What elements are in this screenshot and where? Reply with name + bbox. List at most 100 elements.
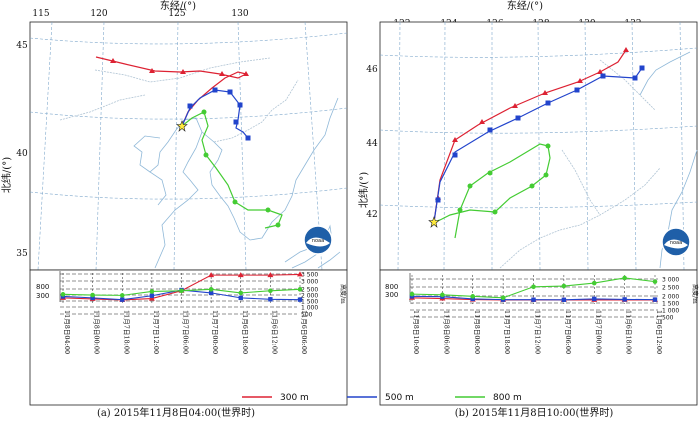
height-tick-label: 1 000	[301, 305, 318, 312]
caption-a: (a) 2015年11月8日04:00(世界时)	[97, 406, 255, 419]
trajectory-marker	[545, 143, 551, 149]
height-point	[179, 288, 184, 294]
height-axis-title: 高度/m	[339, 284, 347, 304]
time-tick-label: 11月6日18:00	[625, 310, 633, 354]
graticule-line	[443, 21, 446, 271]
height-point	[149, 293, 155, 298]
lat-axis-title: 北纬/(°)	[357, 172, 370, 208]
lon-tick-label: 125	[168, 9, 185, 19]
lon-axis-title: 东经/(°)	[160, 0, 196, 12]
source-star-icon	[176, 120, 188, 132]
height-point	[592, 296, 597, 302]
trajectories	[428, 47, 645, 239]
border	[561, 149, 601, 216]
trajectory-500m	[181, 89, 249, 139]
trajectory-marker	[577, 78, 583, 83]
trajectory-marker	[265, 207, 271, 213]
graticule-line	[173, 21, 179, 271]
panel-a: 东经/(°) 115 120 125 130 45 40 35 北纬/(°) noaa 3…	[0, 0, 348, 406]
height-point	[208, 287, 214, 292]
height-point	[470, 296, 475, 302]
trajectory-marker	[529, 183, 535, 189]
island	[284, 224, 333, 269]
time-tick-label: 11月7日18:00	[503, 310, 511, 354]
trajectory-marker	[574, 87, 580, 93]
lon-tick-label: 115	[32, 9, 49, 19]
coastline	[659, 149, 698, 269]
time-tick-label: 11月8日00:00	[93, 310, 101, 354]
noaa-logo: noaa	[661, 227, 691, 257]
trajectory-marker	[515, 115, 521, 121]
lat-ticks: 46 44 42	[366, 65, 378, 220]
lat-axis-title: 北纬/(°)	[0, 157, 13, 193]
height-frame	[379, 269, 698, 406]
trajectory-marker	[487, 127, 493, 133]
trajectory-300m	[433, 49, 627, 223]
height-point	[119, 293, 125, 298]
border	[94, 57, 271, 83]
graticule-line	[95, 21, 105, 271]
height-point	[500, 295, 506, 301]
trajectory-marker	[149, 68, 155, 73]
trajectory-marker	[219, 71, 225, 76]
height-point	[531, 297, 536, 302]
time-tick-label: 11月8日00:00	[473, 310, 481, 354]
height-axis-title: 高度/m	[691, 284, 699, 304]
border	[499, 167, 661, 269]
legend-label: 500 m	[385, 393, 414, 403]
trajectory-marker	[545, 100, 551, 106]
graticule-line	[584, 21, 589, 271]
time-tick-label: 11月7日12:00	[534, 310, 542, 354]
trajectory-marker	[487, 170, 493, 176]
height-point	[561, 297, 567, 302]
time-tick-label: 11月7日06:00	[182, 310, 190, 354]
height-point	[561, 283, 567, 289]
trajectory-marker	[457, 207, 463, 213]
graticule-line	[631, 21, 637, 271]
height-point	[268, 288, 273, 294]
time-tick-label: 11月7日00:00	[211, 310, 219, 354]
lon-axis-title: 东经/(°)	[507, 0, 543, 12]
height-point	[268, 297, 273, 302]
trajectory-marker	[232, 199, 238, 205]
noaa-logo: noaa	[303, 225, 333, 255]
lat-tick-label: 40	[16, 149, 28, 159]
height-tick-label: 2 000	[301, 293, 318, 300]
time-tick-label: 11月7日12:00	[152, 310, 160, 354]
map-background	[499, 51, 698, 269]
start-height-label: 300	[36, 292, 49, 300]
time-tick-label: 11月6日18:00	[241, 310, 249, 354]
lat-ticks: 45 40 35	[16, 41, 28, 259]
trajectory-marker	[187, 103, 193, 109]
height-point	[238, 295, 243, 301]
trajectory-marker	[542, 90, 548, 95]
trajectory-marker	[275, 222, 281, 228]
height-point	[409, 291, 415, 297]
trajectories	[95, 56, 283, 229]
trajectory-marker	[492, 209, 498, 215]
coastline	[133, 135, 161, 173]
coastline	[639, 51, 691, 96]
trajectory-500m	[433, 67, 643, 223]
graticule-line	[379, 47, 698, 58]
lat-tick-label: 35	[16, 249, 28, 259]
time-tick-label: 11月6日12:00	[655, 310, 663, 354]
height-point	[120, 297, 125, 302]
height-tick-label: 2 000	[662, 294, 679, 301]
height-tick-label: 2 500	[301, 287, 318, 294]
lat-tick-label: 46	[366, 65, 378, 75]
island	[317, 251, 341, 269]
height-point	[297, 271, 303, 277]
trajectory-marker	[243, 71, 249, 76]
legend-label: 800 m	[493, 393, 522, 403]
trajectory-marker	[632, 75, 638, 81]
trajectory-marker	[212, 87, 218, 93]
height-point	[652, 297, 658, 302]
height-point	[652, 279, 658, 284]
height-tick-label: 1 500	[301, 299, 318, 306]
time-tick-label: 11月8日04:00	[63, 310, 71, 354]
time-tick-label: 11月7日18:00	[122, 310, 130, 354]
